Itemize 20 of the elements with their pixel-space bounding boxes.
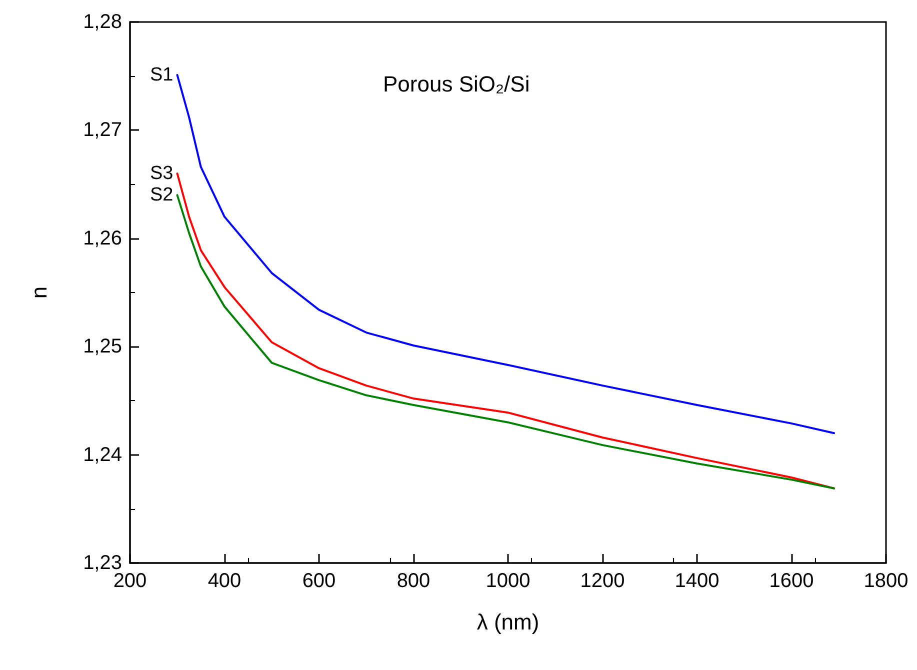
y-tick-label: 1,27 [83, 119, 122, 142]
x-axis-title: λ (nm) [476, 610, 540, 634]
x-tick-label: 1200 [580, 570, 625, 592]
y-axis-title: n [26, 286, 52, 299]
x-tick-label: 600 [302, 570, 336, 592]
x-tick-label: 1600 [769, 570, 814, 592]
x-tick-label: 1400 [674, 570, 720, 592]
line-series [176, 74, 836, 434]
series-label: S1 [150, 64, 174, 86]
x-tick-label: 400 [208, 570, 242, 592]
series-label: S2 [150, 184, 174, 206]
x-tick-label: 1800 [864, 570, 908, 592]
x-tick-label: 800 [396, 570, 430, 592]
series-label: S3 [150, 162, 174, 184]
text: Porous SiO₂/Si [383, 72, 530, 96]
x-tick-label: 1000 [486, 570, 530, 592]
y-tick-label: 1,28 [83, 11, 122, 33]
y-tick-label: 1,26 [83, 227, 122, 250]
y-tick-label: 1,25 [83, 336, 122, 358]
y-tick-label: 1,24 [83, 444, 122, 466]
